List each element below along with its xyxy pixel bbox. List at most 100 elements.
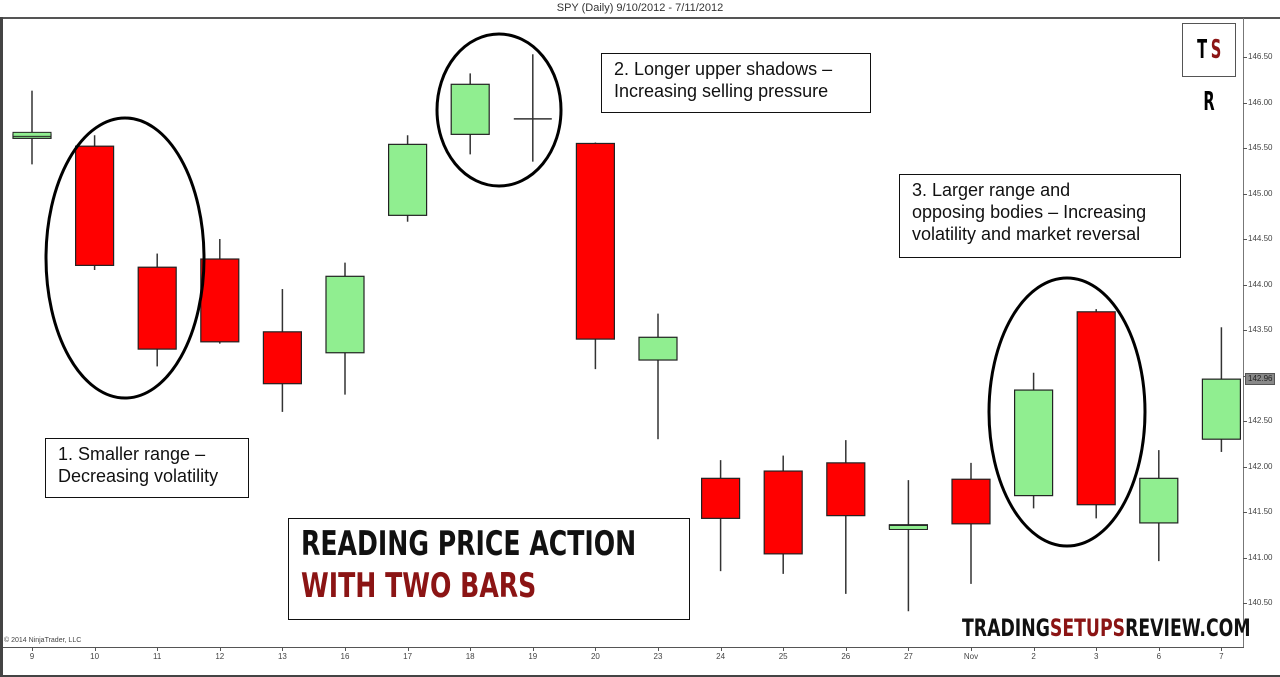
x-tick-mark bbox=[282, 647, 284, 651]
x-axis-line bbox=[3, 647, 1244, 648]
y-tick-label: 142.50 bbox=[1248, 416, 1273, 425]
y-tick-label: 145.50 bbox=[1248, 143, 1273, 152]
frame-bottom-border bbox=[0, 675, 1280, 677]
candle bbox=[388, 135, 428, 222]
candle bbox=[1013, 372, 1054, 509]
candle bbox=[1201, 327, 1242, 452]
candle bbox=[513, 54, 552, 162]
x-tick-mark bbox=[595, 647, 597, 651]
x-tick-label: 13 bbox=[277, 652, 287, 661]
site-part-3: REVIEW.COM bbox=[1125, 614, 1251, 642]
logo-t: T bbox=[1196, 35, 1207, 65]
doji-body bbox=[888, 524, 928, 530]
candle bbox=[1076, 309, 1116, 519]
x-tick-mark bbox=[783, 647, 785, 651]
site-part-2: SETUPS bbox=[1049, 614, 1126, 642]
x-tick-label: 19 bbox=[528, 652, 538, 661]
x-tick-mark bbox=[407, 647, 409, 651]
candle bbox=[74, 135, 115, 270]
site-part-1: TRADING bbox=[962, 614, 1050, 642]
x-tick-label: 9 bbox=[29, 652, 35, 661]
candle bbox=[12, 90, 52, 165]
copyright-text: © 2014 NinjaTrader, LLC bbox=[4, 637, 82, 644]
candle bbox=[763, 455, 803, 574]
y-tick-label: 141.00 bbox=[1248, 552, 1273, 562]
doji-body bbox=[12, 131, 52, 137]
x-tick-label: 7 bbox=[1219, 652, 1224, 661]
frame-left-border bbox=[0, 17, 3, 677]
annotation-2: 2. Longer upper shadows – Increasing sel… bbox=[601, 53, 871, 113]
x-tick-mark bbox=[658, 647, 659, 651]
x-tick-mark bbox=[219, 647, 221, 651]
highlight-ellipse bbox=[44, 116, 206, 400]
logo-s: S bbox=[1210, 35, 1221, 65]
y-tick-label: 140.50 bbox=[1248, 598, 1273, 607]
y-tick-label: 144.50 bbox=[1248, 234, 1273, 243]
annotation-1-line2: Decreasing volatility bbox=[58, 466, 219, 486]
candle bbox=[826, 440, 866, 594]
candle bbox=[200, 239, 240, 344]
candle bbox=[450, 73, 490, 155]
x-tick-mark bbox=[32, 647, 33, 651]
y-tick-mark bbox=[1243, 193, 1247, 195]
candle bbox=[888, 480, 929, 612]
annotation-1-line1: 1. Smaller range – bbox=[58, 444, 206, 464]
highlight-ellipse bbox=[435, 32, 563, 188]
x-tick-mark bbox=[1033, 647, 1035, 651]
x-tick-mark bbox=[157, 647, 159, 651]
x-tick-label: 16 bbox=[340, 652, 350, 661]
y-tick-mark bbox=[1243, 57, 1247, 58]
x-tick-label: 2 bbox=[1031, 652, 1036, 661]
x-tick-label: 18 bbox=[465, 652, 475, 661]
annotation-3: 3. Larger range and opposing bodies – In… bbox=[899, 174, 1181, 258]
candle bbox=[137, 253, 177, 367]
y-axis-line bbox=[1243, 18, 1244, 648]
x-tick-mark bbox=[94, 647, 96, 651]
chart-title: SPY (Daily) 9/10/2012 - 7/11/2012 bbox=[556, 2, 724, 14]
frame-top-border bbox=[0, 17, 1280, 19]
x-tick-mark bbox=[1096, 647, 1098, 651]
annotation-2-line2: Increasing selling pressure bbox=[614, 81, 829, 101]
y-tick-label: 143.50 bbox=[1248, 325, 1273, 334]
x-tick-label: 24 bbox=[716, 652, 726, 661]
banner-line-1: READING PRICE ACTION bbox=[301, 524, 637, 564]
x-tick-mark bbox=[532, 647, 534, 651]
y-tick-mark bbox=[1243, 284, 1247, 286]
x-tick-mark bbox=[345, 647, 346, 651]
x-tick-label: 12 bbox=[215, 652, 225, 661]
y-tick-mark bbox=[1243, 148, 1247, 149]
annotation-2-line1: 2. Longer upper shadows – bbox=[614, 59, 833, 79]
annotation-3-line2: opposing bodies – Increasing bbox=[912, 202, 1147, 222]
y-tick-mark bbox=[1243, 421, 1247, 422]
x-tick-label: 27 bbox=[903, 652, 913, 661]
x-tick-mark bbox=[720, 647, 722, 651]
x-tick-mark bbox=[470, 647, 472, 651]
x-tick-label: 11 bbox=[153, 652, 162, 661]
last-price-label: 142.96 bbox=[1245, 373, 1276, 386]
x-tick-label: 25 bbox=[778, 652, 788, 661]
y-tick-mark bbox=[1243, 512, 1247, 513]
y-tick-label: 146.00 bbox=[1248, 97, 1273, 107]
x-tick-label: 17 bbox=[403, 652, 413, 661]
candle bbox=[951, 462, 991, 584]
annotation-3-line1: 3. Larger range and bbox=[912, 180, 1071, 200]
logo-r: R bbox=[1203, 87, 1215, 117]
x-tick-mark bbox=[1158, 647, 1160, 651]
x-tick-mark bbox=[1221, 647, 1223, 651]
y-tick-mark bbox=[1243, 466, 1247, 468]
y-tick-label: 145.00 bbox=[1248, 188, 1273, 198]
x-tick-label: 3 bbox=[1093, 652, 1099, 661]
candle bbox=[638, 313, 678, 440]
x-tick-label: Nov bbox=[963, 652, 979, 661]
x-tick-label: 6 bbox=[1156, 652, 1162, 661]
y-tick-label: 144.00 bbox=[1248, 279, 1273, 289]
y-tick-label: 142.00 bbox=[1248, 461, 1273, 471]
x-tick-label: 26 bbox=[841, 652, 851, 661]
x-tick-mark bbox=[971, 647, 972, 651]
x-tick-mark bbox=[845, 647, 847, 651]
x-tick-label: 10 bbox=[90, 652, 100, 661]
y-tick-label: 141.50 bbox=[1248, 507, 1273, 516]
candle bbox=[700, 460, 741, 572]
title-banner: READING PRICE ACTION WITH TWO BARS bbox=[288, 518, 690, 620]
